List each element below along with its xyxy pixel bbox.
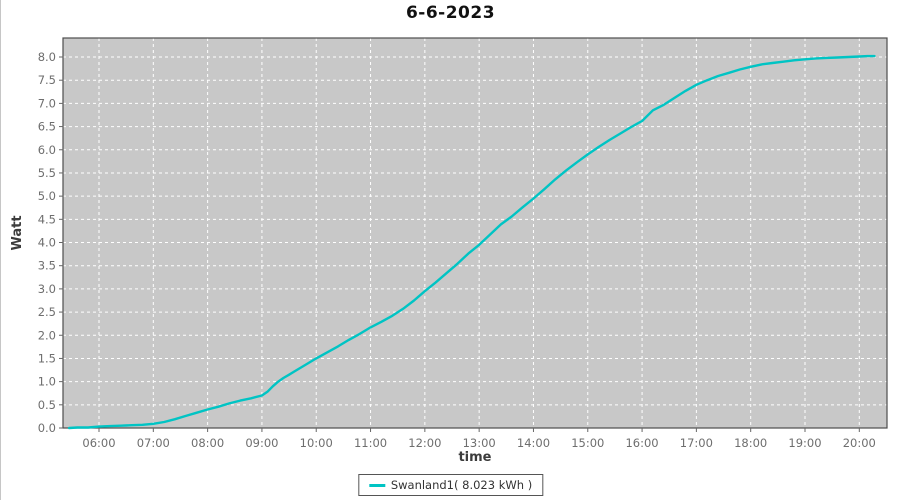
x-tick-label: 09:00 (245, 436, 278, 450)
axis-tick-labels: 06:00 07:00 08:00 09:00 10:00 11:00 12:00 13:00… (38, 50, 876, 450)
y-tick-label: 1.5 (38, 351, 56, 365)
x-tick-label: 15:00 (571, 436, 604, 450)
y-tick-label: 5.0 (38, 189, 56, 203)
x-tick-label: 13:00 (463, 436, 496, 450)
x-tick-label: 19:00 (788, 436, 821, 450)
chart-title: 6-6-2023 (405, 3, 496, 23)
x-tick-label: 12:00 (408, 436, 441, 450)
y-tick-label: 7.0 (38, 96, 56, 110)
plot-outline (62, 37, 888, 429)
y-tick-label: 1.0 (38, 375, 56, 389)
axis-ticks (59, 56, 860, 432)
legend: Swanland1( 8.023 kWh ) (357, 474, 544, 496)
y-tick-label: 0.5 (38, 398, 56, 412)
y-tick-label: 3.0 (38, 282, 56, 296)
y-tick-label: 4.0 (38, 236, 56, 250)
y-tick-label: 4.5 (38, 212, 56, 226)
x-tick-label: 18:00 (734, 436, 767, 450)
y-tick-label: 6.5 (38, 120, 56, 134)
x-tick-label: 20:00 (843, 436, 876, 450)
x-tick-label: 14:00 (517, 436, 550, 450)
x-tick-label: 06:00 (82, 436, 115, 450)
series-line (67, 54, 876, 430)
x-axis-label: time (458, 450, 491, 465)
legend-line-swatch-icon (368, 483, 385, 487)
legend-label: Swanland1( 8.023 kWh ) (390, 478, 533, 492)
y-tick-label: 8.0 (38, 50, 56, 64)
x-tick-label: 11:00 (354, 436, 387, 450)
y-tick-label: 0.0 (38, 421, 56, 435)
y-tick-label: 7.5 (38, 73, 56, 87)
plot-area (63, 38, 887, 428)
x-tick-label: 08:00 (191, 436, 224, 450)
y-tick-label: 2.0 (38, 328, 56, 342)
y-tick-label: 5.5 (38, 166, 56, 180)
x-tick-label: 10:00 (300, 436, 333, 450)
gridlines (63, 38, 887, 428)
x-tick-label: 07:00 (137, 436, 170, 450)
y-tick-label: 3.5 (38, 259, 56, 273)
y-axis-label: Watt (10, 215, 25, 250)
y-tick-label: 6.0 (38, 143, 56, 157)
y-tick-label: 2.5 (38, 305, 56, 319)
x-tick-label: 17:00 (680, 436, 713, 450)
x-tick-label: 16:00 (625, 436, 658, 450)
